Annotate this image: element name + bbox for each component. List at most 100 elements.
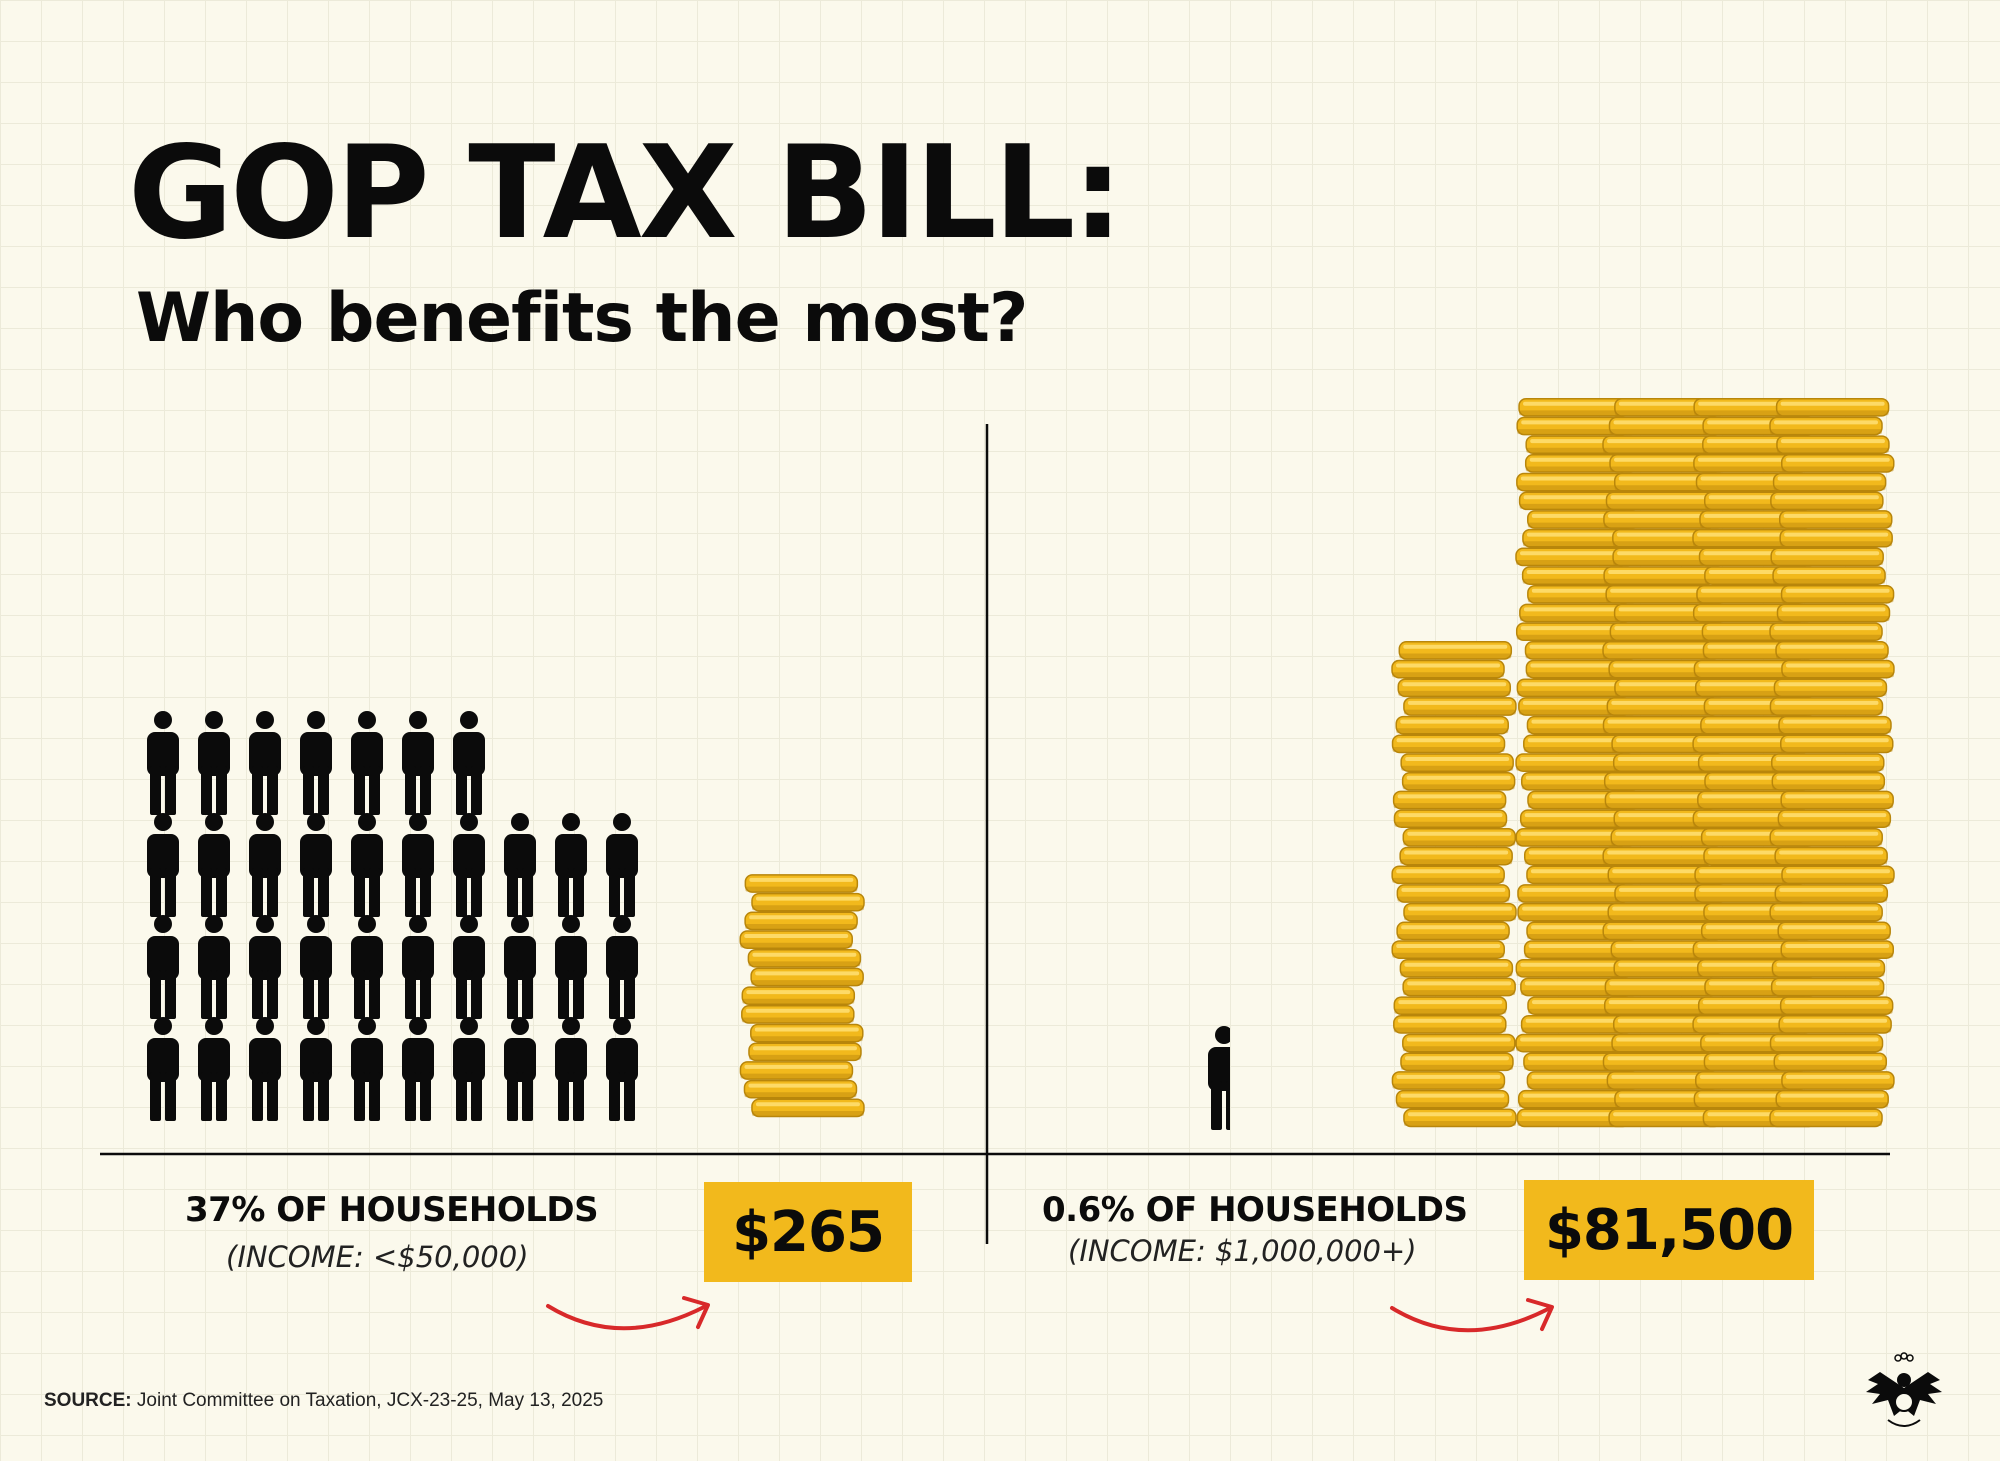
- coin: [1780, 584, 1895, 604]
- coin: [1607, 902, 1721, 922]
- coin: [1518, 697, 1632, 716]
- person-icon: [198, 1017, 230, 1121]
- coin: [1519, 603, 1633, 623]
- coin: [1608, 659, 1722, 679]
- person-icon: [453, 711, 485, 815]
- person-icon: [453, 813, 485, 917]
- coin: [1769, 416, 1883, 436]
- partial-person-icon: [1208, 1026, 1230, 1130]
- person-icon: [606, 915, 638, 1019]
- coin: [1780, 734, 1894, 754]
- person-icon: [198, 915, 230, 1019]
- coin: [1781, 865, 1895, 885]
- coin: [1779, 996, 1894, 1016]
- coin: [1775, 1089, 1889, 1109]
- coin: [1607, 865, 1721, 885]
- person-icon: [351, 1017, 383, 1121]
- coin: [751, 1098, 865, 1118]
- coin-stack: [1769, 397, 1895, 1128]
- person-icon: [453, 1017, 485, 1121]
- coin: [1780, 790, 1894, 810]
- coin: [1402, 828, 1517, 847]
- coin: [1395, 715, 1509, 735]
- coin: [1517, 1089, 1632, 1109]
- person-icon: [147, 915, 179, 1019]
- coin: [1403, 1108, 1517, 1128]
- coin: [1520, 977, 1634, 997]
- group-income-low: (INCOME: <$50,000): [226, 1240, 529, 1274]
- arrow-left-head: [682, 1296, 710, 1329]
- coin: [1769, 622, 1883, 642]
- coin-stack: [739, 874, 865, 1118]
- arrow-left: [546, 1304, 706, 1331]
- coin: [744, 911, 858, 931]
- coin: [1693, 454, 1807, 473]
- coin: [1775, 641, 1889, 660]
- coin: [1772, 472, 1887, 492]
- coin: [1401, 771, 1516, 791]
- coin: [1391, 1071, 1506, 1090]
- coin: [1517, 884, 1631, 903]
- arrow-right-head: [1526, 1298, 1554, 1331]
- coin: [1515, 622, 1630, 642]
- person-icon: [300, 1017, 332, 1121]
- coin: [1393, 1015, 1507, 1034]
- person-icon: [606, 1017, 638, 1121]
- coin: [1769, 1033, 1884, 1053]
- coin: [750, 1023, 864, 1043]
- coin: [1779, 528, 1893, 548]
- coin: [1608, 1108, 1722, 1128]
- coin: [741, 986, 856, 1006]
- person-icon: [351, 915, 383, 1019]
- coin: [1398, 641, 1513, 660]
- coin: [1781, 1071, 1895, 1090]
- coin: [1397, 678, 1511, 698]
- person-icon: [555, 813, 587, 917]
- coin: [1692, 528, 1806, 548]
- coin: [747, 948, 862, 968]
- source-text: Joint Committee on Taxation, JCX-23-25, …: [136, 1390, 604, 1411]
- coin: [1402, 977, 1516, 997]
- coin: [1602, 1052, 1717, 1072]
- coin: [1602, 846, 1716, 866]
- person-icon: [351, 711, 383, 815]
- coin: [1515, 753, 1629, 772]
- person-icon: [198, 813, 230, 917]
- person-icon: [402, 711, 434, 815]
- source-note: SOURCE: Joint Committee on Taxation, JCX…: [44, 1390, 603, 1412]
- coin: [1523, 734, 1637, 754]
- coin: [1522, 528, 1636, 548]
- coin: [1604, 977, 1719, 997]
- coin: [741, 1005, 855, 1024]
- person-icon: [504, 915, 536, 1019]
- coin: [744, 874, 859, 893]
- coin: [1771, 771, 1886, 791]
- person-icon: [198, 711, 230, 815]
- coin: [1606, 1071, 1721, 1090]
- page-title: GOP TAX BILL:: [128, 119, 1123, 268]
- coin: [1604, 790, 1719, 810]
- coin-stacks: [739, 397, 1895, 1128]
- coin: [1777, 809, 1892, 829]
- person-icon: [147, 813, 179, 917]
- coin: [1402, 1033, 1516, 1053]
- coin: [1774, 884, 1889, 903]
- coin: [1769, 697, 1884, 716]
- coin: [1771, 753, 1885, 772]
- coin: [1399, 846, 1513, 866]
- coin: [1515, 828, 1630, 847]
- coin: [1612, 547, 1726, 567]
- coin: [1392, 790, 1507, 810]
- coin: [1780, 940, 1895, 959]
- person-icon: [402, 1017, 434, 1121]
- coin: [739, 1061, 854, 1080]
- value-box-high: $81,500: [1524, 1180, 1814, 1280]
- source-label: SOURCE:: [44, 1390, 132, 1411]
- coin: [1391, 659, 1505, 679]
- coin: [1608, 416, 1723, 436]
- person-icon: [504, 813, 536, 917]
- coin: [1400, 753, 1514, 772]
- coin: [1610, 828, 1724, 847]
- coin: [1769, 902, 1883, 922]
- value-box-low: $265: [704, 1182, 912, 1282]
